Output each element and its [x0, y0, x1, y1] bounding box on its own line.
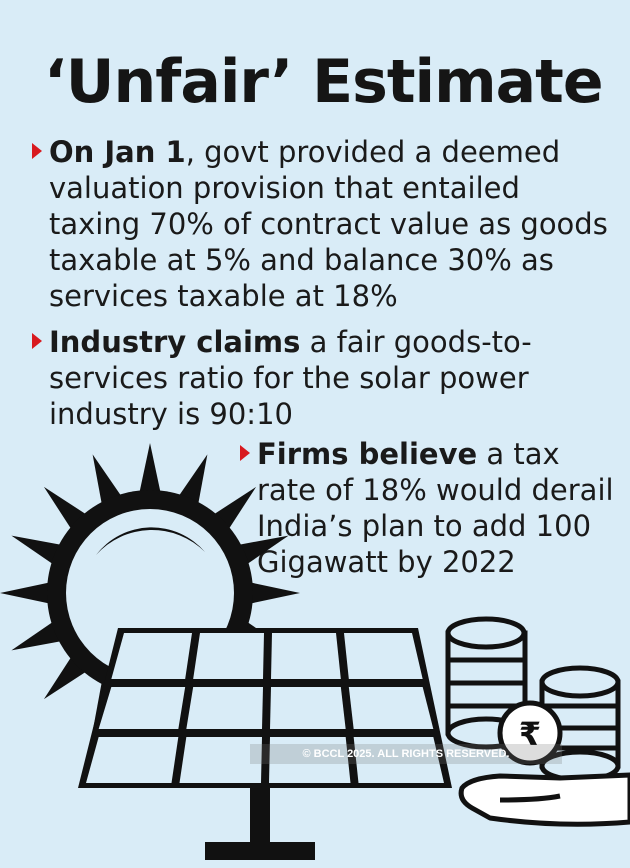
- sun-ray: [237, 535, 289, 565]
- sun-ray: [212, 486, 257, 531]
- solar-cell: [193, 633, 264, 679]
- sun-ray: [0, 582, 51, 604]
- solar-panel-icon: [78, 628, 452, 860]
- solar-cell: [271, 633, 341, 679]
- sun-ray: [43, 655, 88, 700]
- sun-ray: [249, 582, 300, 604]
- rupee-icon: ₹: [519, 715, 541, 753]
- sun-ray: [178, 454, 208, 506]
- solar-cell: [353, 737, 444, 783]
- sun-ray: [11, 621, 63, 651]
- bullet-text: a fair goods-to-services ratio for the s…: [49, 325, 532, 431]
- bullet-item: Industry claims a fair goods-to-services…: [49, 324, 569, 432]
- bullet-item: On Jan 1, govt provided a deemed valuati…: [49, 134, 619, 314]
- copyright-notice: © BCCL 2025. ALL RIGHTS RESERVED.: [250, 744, 562, 764]
- sun-ray: [92, 454, 122, 506]
- page-title: ‘Unfair’ Estimate: [44, 47, 604, 117]
- bullet-lead: Industry claims: [49, 325, 301, 359]
- solar-cell: [270, 687, 346, 729]
- sun-ray: [139, 443, 161, 494]
- solar-cell: [179, 737, 262, 783]
- solar-cell: [98, 687, 186, 729]
- sun-ray: [43, 486, 88, 531]
- bullet-text: , govt provided a deemed valuation provi…: [49, 135, 608, 313]
- solar-cell: [86, 737, 179, 783]
- bullet-text: a tax rate of 18% would derail India’s p…: [257, 437, 614, 579]
- solar-cell: [344, 633, 423, 679]
- bullet-item: Firms believe a tax rate of 18% would de…: [257, 436, 617, 580]
- bullet-arrow-icon: [240, 445, 250, 461]
- solar-cell: [348, 687, 434, 729]
- solar-cell: [269, 737, 351, 783]
- sun-ray: [11, 535, 63, 565]
- hand-icon: [458, 772, 630, 827]
- solar-cell: [186, 687, 263, 729]
- solar-cell: [111, 633, 192, 679]
- bullet-lead: On Jan 1: [49, 135, 186, 169]
- bullet-arrow-icon: [32, 143, 42, 159]
- coin-stack-icon: [445, 616, 621, 783]
- bullet-lead: Firms believe: [257, 437, 478, 471]
- bullet-arrow-icon: [32, 333, 42, 349]
